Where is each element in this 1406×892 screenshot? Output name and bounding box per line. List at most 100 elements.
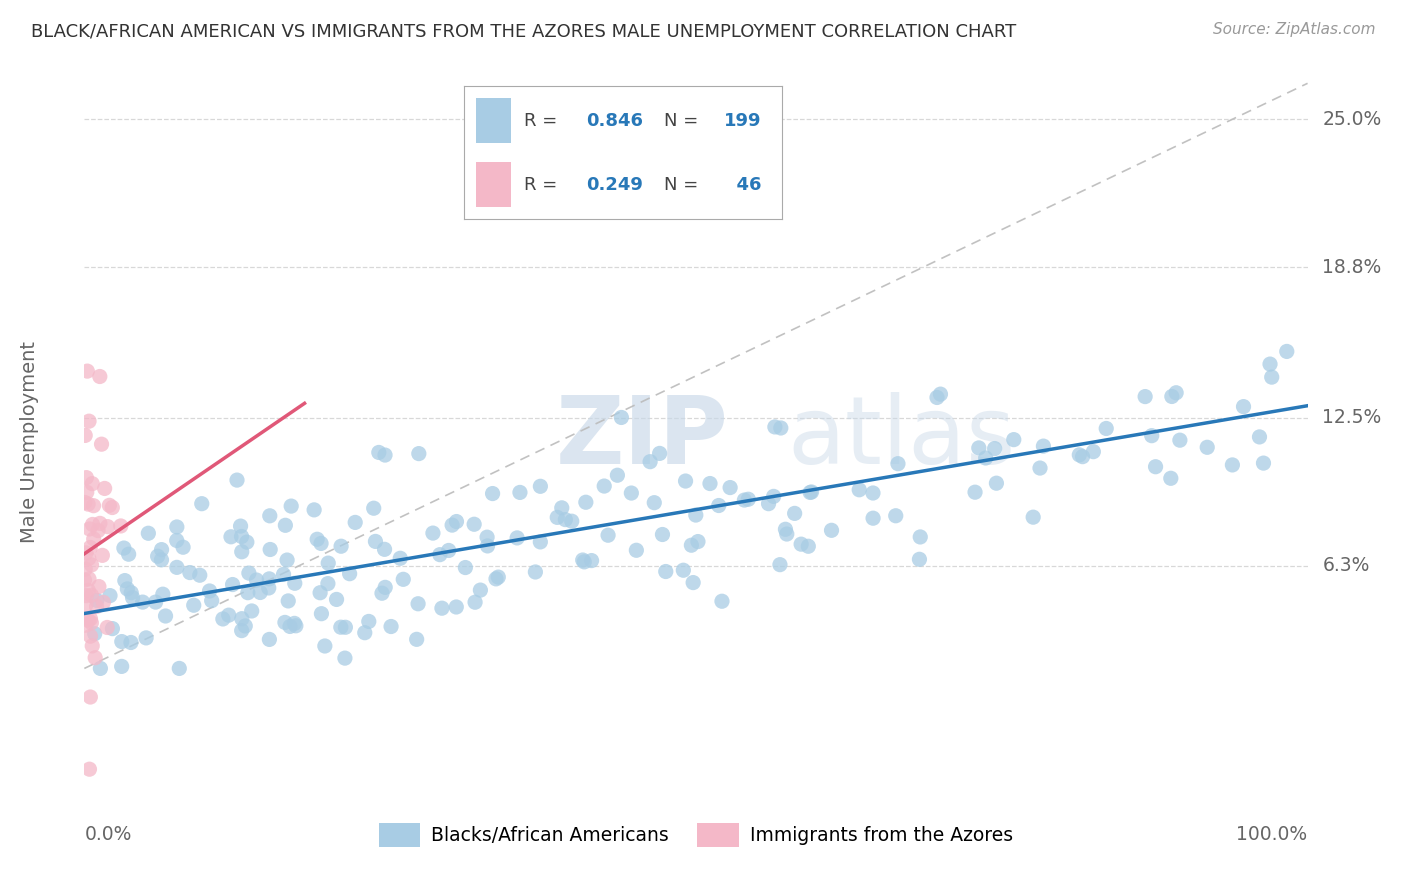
Text: ZIP: ZIP — [555, 392, 728, 483]
Point — [120, 585, 142, 599]
Point — [1002, 433, 1025, 447]
Point — [1275, 344, 1298, 359]
Point — [249, 585, 271, 599]
Point — [274, 615, 297, 630]
Point — [675, 474, 697, 488]
Point — [1071, 450, 1094, 464]
Point — [91, 549, 114, 563]
Point — [974, 450, 997, 465]
Point — [363, 501, 385, 516]
Point — [75, 598, 97, 612]
Point — [986, 476, 1008, 491]
Point — [737, 492, 759, 507]
Point — [718, 481, 741, 495]
Point — [75, 562, 97, 576]
Point — [86, 593, 108, 607]
Point — [117, 547, 139, 561]
Point — [655, 565, 678, 579]
Point — [884, 508, 907, 523]
Text: 18.8%: 18.8% — [1322, 258, 1382, 277]
Point — [273, 567, 295, 582]
Point — [374, 448, 396, 462]
Point — [80, 615, 103, 630]
Point — [259, 572, 281, 586]
Point — [1258, 357, 1281, 371]
Point — [155, 609, 177, 624]
Point — [908, 552, 931, 566]
Point — [367, 445, 389, 459]
Text: Male Unemployment: Male Unemployment — [20, 341, 39, 542]
Point — [75, 546, 97, 560]
Point — [259, 632, 281, 647]
Point — [283, 616, 305, 631]
Point — [1222, 458, 1244, 472]
Point — [77, 583, 100, 598]
Point — [83, 499, 105, 513]
Text: 12.5%: 12.5% — [1322, 409, 1382, 427]
Point — [117, 582, 139, 596]
Point — [101, 500, 124, 515]
Point — [392, 572, 415, 586]
Point — [166, 560, 188, 574]
Point — [1069, 448, 1091, 462]
Point — [775, 522, 797, 536]
Text: 0.0%: 0.0% — [84, 825, 132, 844]
Point — [797, 539, 820, 553]
Point — [610, 410, 633, 425]
Point — [1232, 400, 1254, 414]
Point — [486, 570, 509, 584]
Point — [79, 612, 101, 626]
Point — [575, 495, 598, 509]
Point — [226, 473, 249, 487]
Point — [1029, 461, 1052, 475]
Point — [75, 428, 97, 442]
Point — [82, 476, 104, 491]
Point — [344, 516, 367, 530]
Point — [284, 576, 307, 591]
Point — [682, 575, 704, 590]
Text: atlas: atlas — [787, 392, 1017, 483]
Point — [152, 587, 174, 601]
Point — [212, 612, 235, 626]
Point — [763, 420, 786, 434]
Point — [309, 585, 332, 599]
Point — [80, 558, 103, 572]
Legend: Blacks/African Americans, Immigrants from the Azores: Blacks/African Americans, Immigrants fro… — [371, 815, 1021, 855]
Point — [776, 527, 799, 541]
Point — [120, 635, 142, 649]
Point — [83, 626, 105, 640]
Point — [967, 441, 990, 455]
Point — [231, 612, 253, 626]
Point — [98, 589, 121, 603]
Point — [259, 542, 281, 557]
Point — [648, 446, 671, 460]
Text: Source: ZipAtlas.com: Source: ZipAtlas.com — [1212, 22, 1375, 37]
Point — [76, 485, 98, 500]
Point — [169, 661, 191, 675]
Point — [77, 572, 100, 586]
Point — [1160, 389, 1182, 403]
Point — [626, 543, 648, 558]
Point — [371, 586, 394, 600]
Point — [357, 615, 380, 629]
Point — [236, 585, 259, 599]
Point — [651, 527, 673, 541]
Point — [441, 518, 464, 533]
Point — [463, 517, 485, 532]
Point — [135, 631, 157, 645]
Point — [87, 524, 110, 538]
Point — [229, 519, 252, 533]
Point — [82, 639, 104, 653]
Point — [593, 479, 616, 493]
Point — [233, 619, 256, 633]
Point — [86, 599, 108, 614]
Point — [374, 580, 396, 594]
Point — [685, 508, 707, 522]
Point — [112, 541, 135, 555]
Point — [529, 535, 551, 549]
Point — [80, 588, 103, 602]
Point — [710, 594, 733, 608]
Point — [77, 414, 100, 428]
Point — [274, 518, 297, 533]
Point — [79, 629, 101, 643]
